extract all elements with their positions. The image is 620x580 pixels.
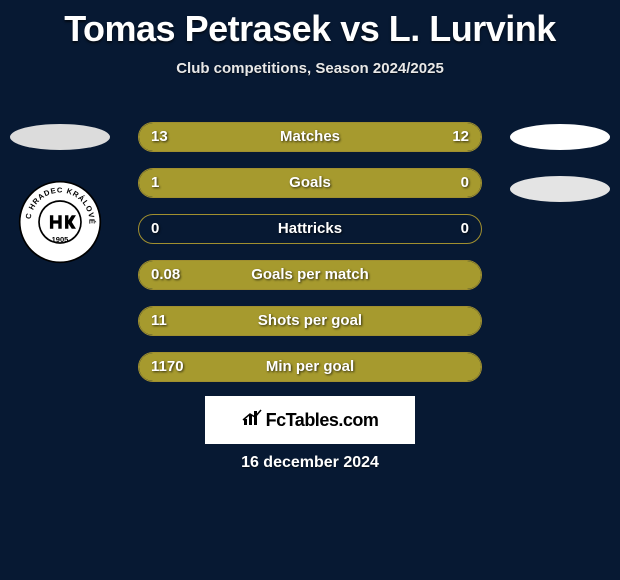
chart-icon (242, 409, 262, 432)
stat-label: Min per goal (139, 353, 481, 381)
player-right-oval-top (510, 124, 610, 150)
footer-brand-text: FcTables.com (266, 410, 379, 431)
stat-row: 0.08Goals per match (138, 260, 482, 290)
stat-row: 13Matches12 (138, 122, 482, 152)
club-badge: FC HRADEC KRÁLOVÉ 1905 (18, 180, 102, 264)
stat-value-right: 0 (461, 215, 469, 243)
stat-label: Shots per goal (139, 307, 481, 335)
stat-label: Hattricks (139, 215, 481, 243)
player-left-oval (10, 124, 110, 150)
stats-container: 13Matches121Goals00Hattricks00.08Goals p… (138, 122, 482, 398)
stat-label: Matches (139, 123, 481, 151)
stat-label: Goals per match (139, 261, 481, 289)
page-title: Tomas Petrasek vs L. Lurvink (0, 0, 620, 50)
stat-row: 11Shots per goal (138, 306, 482, 336)
subtitle: Club competitions, Season 2024/2025 (0, 60, 620, 77)
date-label: 16 december 2024 (0, 454, 620, 472)
stat-row: 1170Min per goal (138, 352, 482, 382)
stat-row: 1Goals0 (138, 168, 482, 198)
footer-brand[interactable]: FcTables.com (205, 396, 415, 444)
stat-row: 0Hattricks0 (138, 214, 482, 244)
stat-value-right: 12 (452, 123, 469, 151)
stat-value-right: 0 (461, 169, 469, 197)
stat-label: Goals (139, 169, 481, 197)
badge-year: 1905 (52, 235, 69, 244)
player-right-oval-bottom (510, 176, 610, 202)
